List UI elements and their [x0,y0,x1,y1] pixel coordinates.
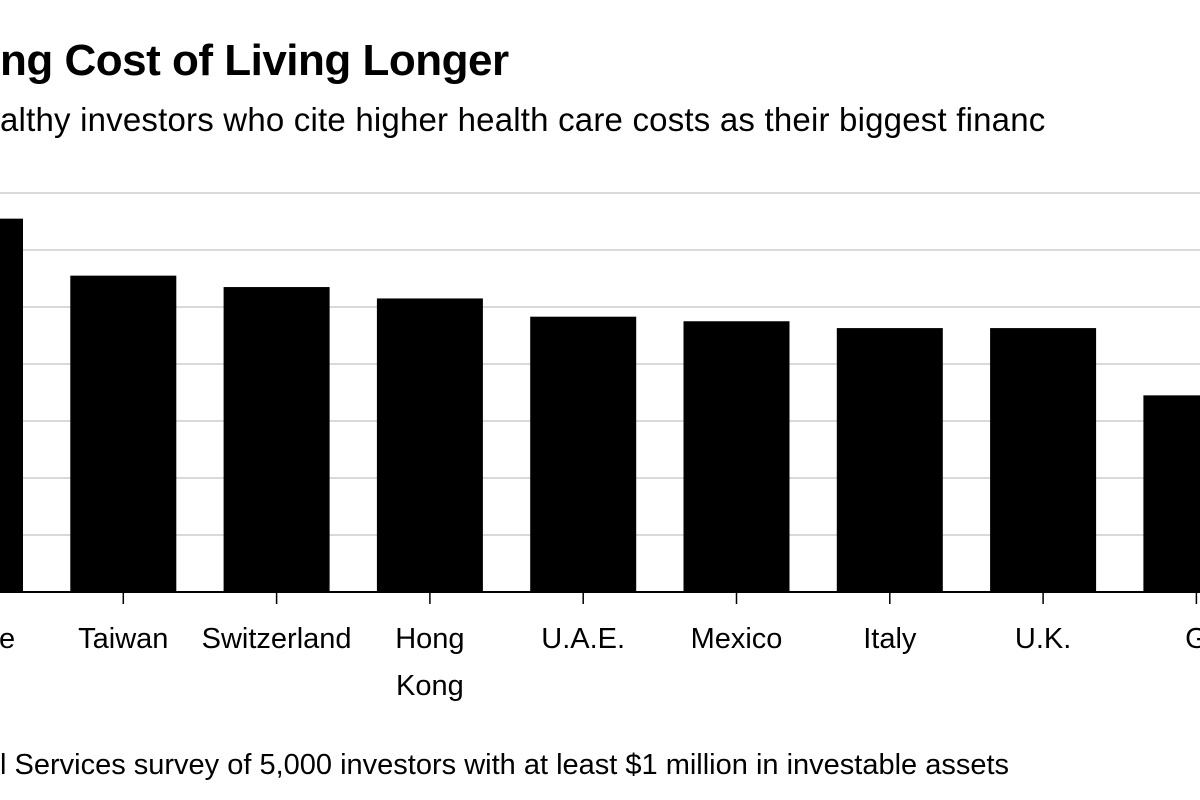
x-tick-label: Mexico [691,623,783,655]
bar-u-a-e- [530,316,637,592]
bar-taiwan [70,275,177,592]
x-tick-label: Italy [863,623,917,655]
bar-g [1143,395,1200,592]
x-tick-label: gapore [0,623,15,655]
x-tick-label: G [1185,623,1200,655]
x-tick-label: Taiwan [78,623,168,655]
x-tick-label: Hong Kong [395,623,464,702]
bar-italy [836,328,943,592]
bar-mexico [683,321,790,592]
chart-subtitle: althy investors who cite higher health c… [0,101,1046,138]
bar-gapore [0,218,23,592]
bar-switzerland [223,287,330,592]
x-tick-label: Switzerland [202,623,352,655]
chart-title: ng Cost of Living Longer [0,36,509,85]
bar-u-k- [990,328,1097,592]
x-tick-label: U.A.E. [541,623,625,655]
x-tick-label: U.K. [1015,623,1071,655]
chart-footnote: l Services survey of 5,000 investors wit… [0,749,1010,781]
bar-hong-kong [376,298,483,592]
